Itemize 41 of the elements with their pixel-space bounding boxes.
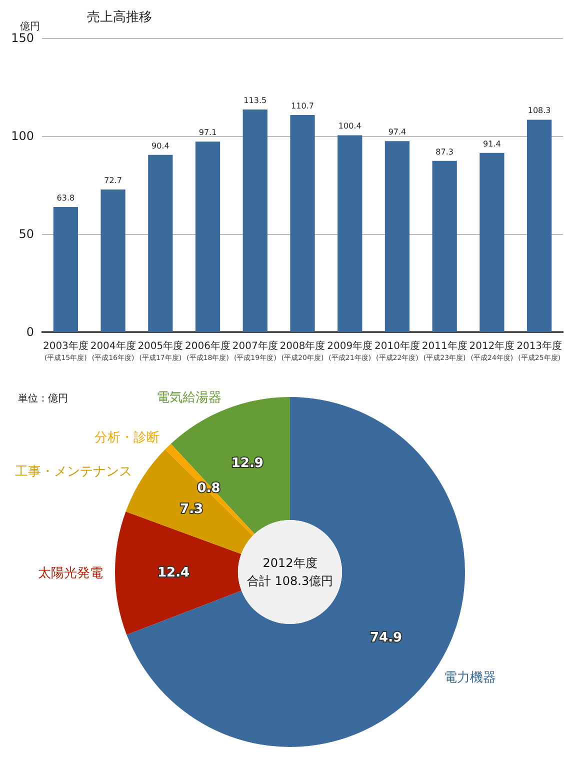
data-label: 90.4 xyxy=(152,141,170,150)
y-tick-label: 50 xyxy=(18,227,34,241)
data-label: 91.4 xyxy=(483,139,501,148)
data-label: 87.3 xyxy=(436,147,454,156)
bar xyxy=(148,154,173,332)
data-label: 108.3 xyxy=(528,106,551,116)
data-label: 110.7 xyxy=(291,102,314,111)
data-label: 97.1 xyxy=(198,128,217,138)
bar xyxy=(100,190,126,332)
y-tick-label: 0 xyxy=(26,325,34,339)
slice-label: 分析・診断 xyxy=(94,430,160,446)
chart-title: 売上高推移 xyxy=(87,9,152,25)
y-axis-title: 億円 xyxy=(20,20,40,32)
data-label: 74.9 xyxy=(370,630,402,646)
text: 2012年度 xyxy=(262,556,318,570)
y-tick-label: 100 xyxy=(11,129,34,143)
slice-label: 電気給湯器 xyxy=(156,390,222,406)
data-label: 113.5 xyxy=(244,96,267,106)
data-label: 97.4 xyxy=(388,128,406,137)
bar xyxy=(527,120,552,332)
slice-label: 電力機器 xyxy=(444,670,496,686)
bar xyxy=(384,141,410,332)
data-label: 63.8 xyxy=(56,193,75,202)
data-label: 12.9 xyxy=(231,456,264,472)
bar xyxy=(480,152,504,332)
slice-label: 工事・メンテナンス xyxy=(14,464,132,480)
bar xyxy=(53,206,78,332)
bar xyxy=(242,110,268,332)
bar xyxy=(432,160,457,332)
data-label: 7.3 xyxy=(180,502,204,518)
text: 合計 108.3億円 xyxy=(246,574,334,588)
data-label: 12.4 xyxy=(157,565,190,580)
bar xyxy=(290,115,315,332)
data-label: 100.4 xyxy=(338,122,362,131)
bar xyxy=(338,135,362,332)
bar xyxy=(195,142,220,332)
text: 単位：億円 xyxy=(18,392,68,404)
data-label: 72.7 xyxy=(104,176,122,186)
data-label: 0.8 xyxy=(197,480,220,496)
slice-label: 太陽光発電 xyxy=(38,566,104,581)
y-tick-label: 150 xyxy=(11,31,34,45)
